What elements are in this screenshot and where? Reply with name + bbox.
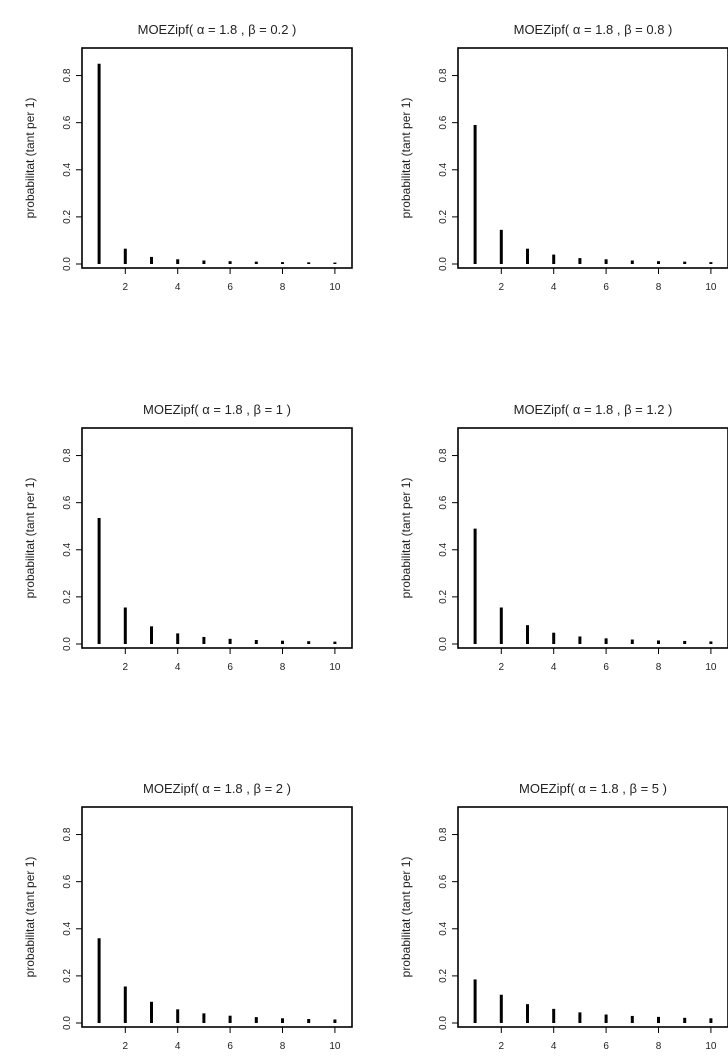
chart-title: MOEZipf( α = 1.8 , β = 2 ) bbox=[143, 781, 291, 796]
chart-panel-3: MOEZipf( α = 1.8 , β = 1 ) probabilitat (… bbox=[23, 402, 353, 673]
x-tick-label: 6 bbox=[227, 282, 233, 293]
x-tick-label: 6 bbox=[227, 662, 233, 673]
y-axis-label: probabilitat (tant per 1) bbox=[399, 478, 413, 599]
y-tick-label: 0.0 bbox=[438, 637, 449, 651]
chart-title: MOEZipf( α = 1.8 , β = 1.2 ) bbox=[514, 402, 673, 417]
y-axis-label: probabilitat (tant per 1) bbox=[23, 857, 37, 978]
y-tick-label: 0.4 bbox=[438, 542, 449, 556]
y-tick-label: 0.4 bbox=[62, 542, 73, 556]
y-tick-label: 0.0 bbox=[438, 257, 449, 271]
x-tick-label: 10 bbox=[329, 662, 341, 673]
chart-title: MOEZipf( α = 1.8 , β = 5 ) bbox=[519, 781, 667, 796]
y-tick-label: 0.0 bbox=[62, 257, 73, 271]
y-axis-label: probabilitat (tant per 1) bbox=[399, 857, 413, 978]
y-tick-label: 0.4 bbox=[62, 162, 73, 176]
y-tick-label: 0.0 bbox=[62, 1016, 73, 1030]
y-tick-label: 0.0 bbox=[62, 637, 73, 651]
y-axis-label: probabilitat (tant per 1) bbox=[23, 98, 37, 219]
plot-frame bbox=[81, 47, 353, 269]
chart-panel-6: MOEZipf( α = 1.8 , β = 5 ) probabilitat (… bbox=[399, 781, 728, 1052]
plot-frame bbox=[457, 47, 728, 269]
y-tick-label: 0.4 bbox=[438, 921, 449, 935]
y-tick-label: 0.8 bbox=[62, 448, 73, 462]
chart-panel-1: MOEZipf( α = 1.8 , β = 0.2 ) probabilitat… bbox=[23, 22, 353, 293]
y-tick-label: 0.2 bbox=[62, 210, 73, 224]
x-tick-label: 4 bbox=[551, 1041, 557, 1052]
plot-frame bbox=[457, 806, 728, 1028]
x-tick-label: 6 bbox=[603, 662, 609, 673]
chart-title: MOEZipf( α = 1.8 , β = 0.8 ) bbox=[514, 22, 673, 37]
y-tick-label: 0.2 bbox=[62, 969, 73, 983]
x-tick-label: 4 bbox=[175, 1041, 181, 1052]
x-tick-label: 10 bbox=[329, 282, 341, 293]
x-tick-label: 6 bbox=[603, 1041, 609, 1052]
x-tick-label: 4 bbox=[551, 282, 557, 293]
chart-panel-2: MOEZipf( α = 1.8 , β = 0.8 ) probabilitat… bbox=[399, 22, 728, 293]
y-tick-label: 0.6 bbox=[438, 874, 449, 888]
plot-frame bbox=[81, 427, 353, 649]
plot-frame bbox=[457, 427, 728, 649]
y-tick-label: 0.2 bbox=[438, 590, 449, 604]
y-tick-label: 0.8 bbox=[62, 827, 73, 841]
x-tick-label: 4 bbox=[175, 662, 181, 673]
x-tick-label: 10 bbox=[705, 662, 717, 673]
x-tick-label: 10 bbox=[705, 1041, 717, 1052]
x-tick-label: 2 bbox=[499, 662, 505, 673]
chart-panel-5: MOEZipf( α = 1.8 , β = 2 ) probabilitat (… bbox=[23, 781, 353, 1052]
y-tick-label: 0.2 bbox=[438, 969, 449, 983]
plot-frame bbox=[81, 806, 353, 1028]
y-axis-label: probabilitat (tant per 1) bbox=[399, 98, 413, 219]
y-tick-label: 0.6 bbox=[438, 115, 449, 129]
chart-title: MOEZipf( α = 1.8 , β = 1 ) bbox=[143, 402, 291, 417]
y-tick-label: 0.6 bbox=[62, 115, 73, 129]
x-tick-label: 2 bbox=[123, 662, 129, 673]
x-tick-label: 2 bbox=[499, 282, 505, 293]
x-tick-label: 8 bbox=[656, 662, 662, 673]
x-tick-label: 4 bbox=[175, 282, 181, 293]
y-tick-label: 0.4 bbox=[438, 162, 449, 176]
x-tick-label: 8 bbox=[656, 1041, 662, 1052]
x-tick-label: 10 bbox=[329, 1041, 341, 1052]
x-tick-label: 6 bbox=[227, 1041, 233, 1052]
y-tick-label: 0.6 bbox=[438, 495, 449, 509]
chart-title: MOEZipf( α = 1.8 , β = 0.2 ) bbox=[138, 22, 297, 37]
x-tick-label: 8 bbox=[656, 282, 662, 293]
y-axis-label: probabilitat (tant per 1) bbox=[23, 478, 37, 599]
x-tick-label: 8 bbox=[280, 1041, 286, 1052]
y-tick-label: 0.6 bbox=[62, 874, 73, 888]
y-tick-label: 0.8 bbox=[438, 68, 449, 82]
y-tick-label: 0.8 bbox=[62, 68, 73, 82]
y-tick-label: 0.8 bbox=[438, 448, 449, 462]
y-tick-label: 0.2 bbox=[438, 210, 449, 224]
x-tick-label: 2 bbox=[123, 282, 129, 293]
x-tick-label: 2 bbox=[123, 1041, 129, 1052]
y-tick-label: 0.2 bbox=[62, 590, 73, 604]
x-tick-label: 8 bbox=[280, 282, 286, 293]
x-tick-label: 4 bbox=[551, 662, 557, 673]
x-tick-label: 6 bbox=[603, 282, 609, 293]
chart-panel-4: MOEZipf( α = 1.8 , β = 1.2 ) probabilitat… bbox=[399, 402, 728, 673]
y-tick-label: 0.0 bbox=[438, 1016, 449, 1030]
y-tick-label: 0.6 bbox=[62, 495, 73, 509]
y-tick-label: 0.4 bbox=[62, 921, 73, 935]
x-tick-label: 8 bbox=[280, 662, 286, 673]
x-tick-label: 2 bbox=[499, 1041, 505, 1052]
y-tick-label: 0.8 bbox=[438, 827, 449, 841]
x-tick-label: 10 bbox=[705, 282, 717, 293]
